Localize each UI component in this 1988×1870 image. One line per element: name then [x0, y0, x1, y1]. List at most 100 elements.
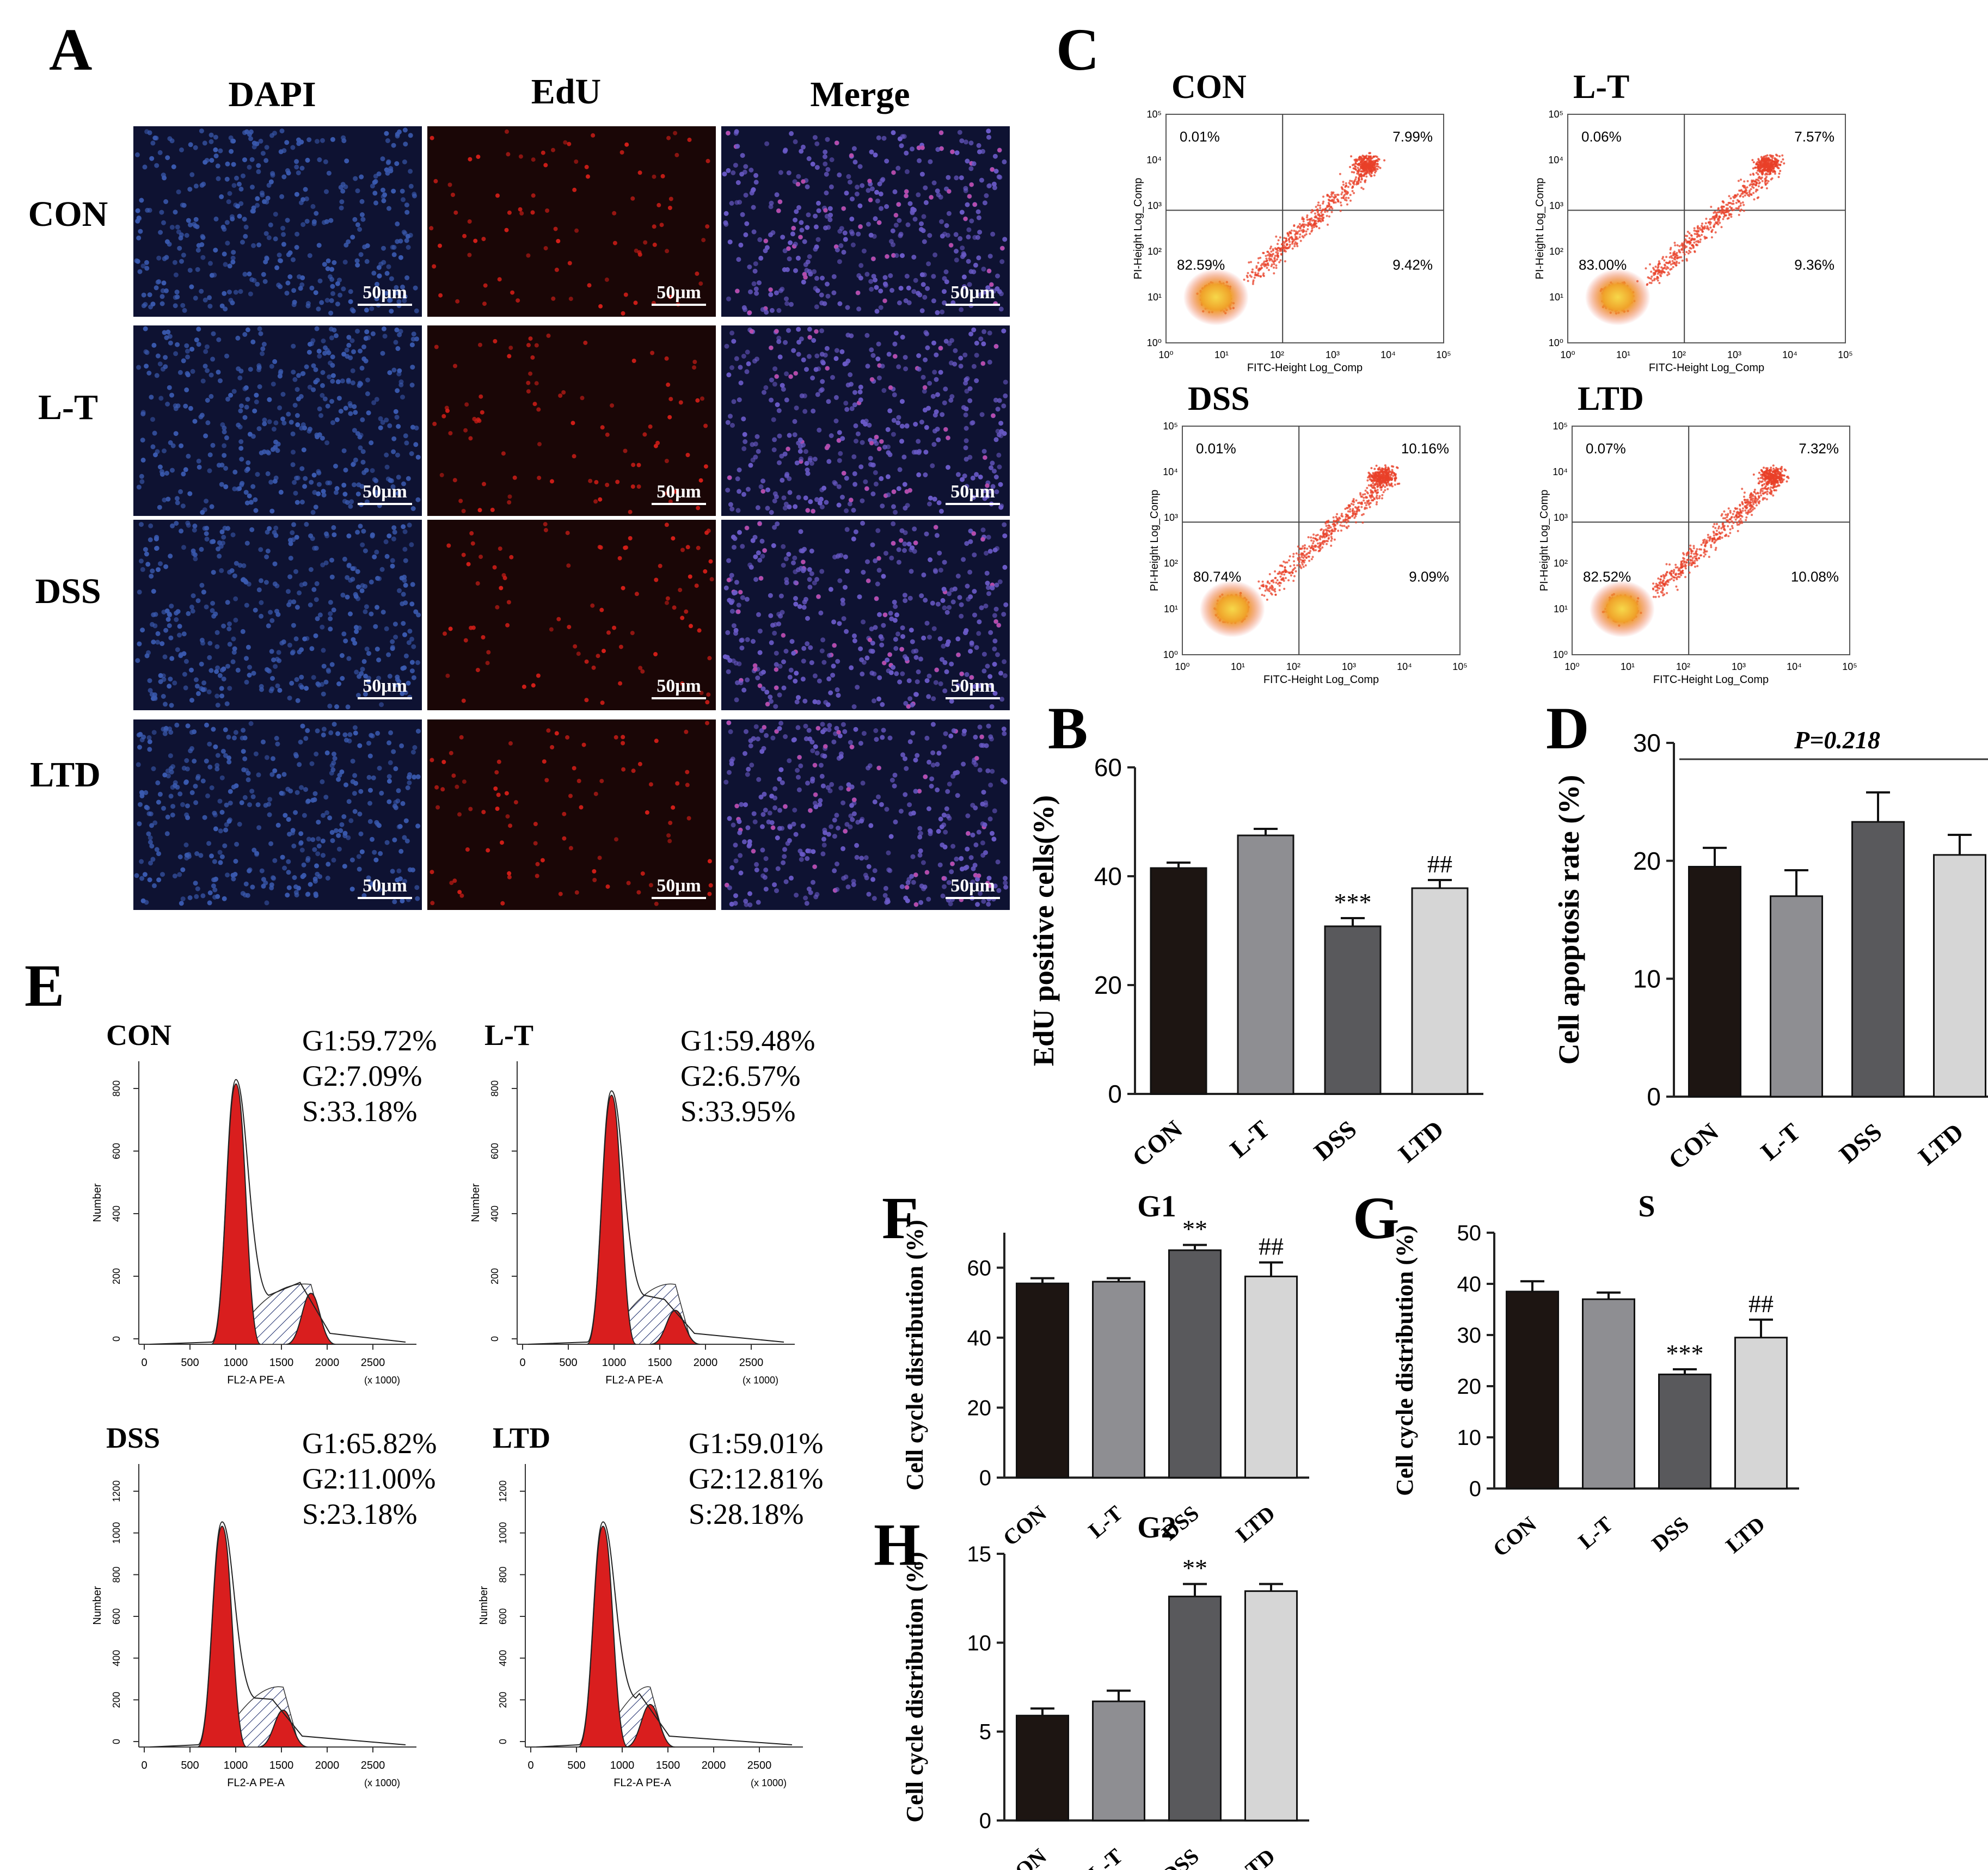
- micrograph-nuclei: [429, 129, 710, 316]
- histogram-x-tick: 2000: [694, 1357, 718, 1369]
- histogram-con: CON G1:59.72%G2:7.09%S:33.18% 0 500 1000 1500…: [91, 1019, 437, 1386]
- histogram-y-tick: 0: [111, 1336, 122, 1342]
- histogram-x-label: FL2-A PE-A: [605, 1374, 663, 1386]
- x-tick-label: DSS: [1157, 1843, 1204, 1870]
- cell-cycle-histograms: CON G1:59.72%G2:7.09%S:33.18% 0 500 1000 1500…: [91, 1019, 823, 1789]
- flow-x-tick: 10⁵: [1842, 661, 1857, 672]
- micrograph-nuclei: [134, 721, 421, 906]
- panel-letter: F: [882, 1185, 918, 1251]
- y-tick-label: 10: [1457, 1426, 1482, 1450]
- bar-chart-f: F G1 0 20 40 60 Cell cycle distribution (%) CON…: [882, 1185, 1309, 1551]
- scale-bar-label: 50μm: [656, 282, 701, 303]
- flow-y-tick: 10⁵: [1147, 109, 1162, 120]
- scale-bar-label: 50μm: [950, 482, 995, 502]
- quadrant-lower-right: 9.42%: [1392, 257, 1433, 273]
- flow-x-label: FITC-Height Log_Comp: [1247, 362, 1363, 374]
- histogram-x-tick: 2500: [361, 1357, 385, 1369]
- y-tick-label: 40: [1094, 862, 1122, 890]
- quadrant-upper-left: 0.07%: [1586, 440, 1626, 457]
- bar-con: [1506, 1290, 1559, 1490]
- flow-x-tick: 10⁰: [1175, 661, 1189, 672]
- flow-x-tick: 10⁴: [1787, 661, 1802, 672]
- bar-lt: [1582, 1298, 1635, 1490]
- histogram-x-tick: 1500: [269, 1760, 294, 1771]
- bar-chart-title: S: [1638, 1190, 1655, 1223]
- histogram-dss: DSS G1:65.82%G2:11.00%S:23.18% 0 500 1000 150…: [91, 1422, 437, 1789]
- flow-y-tick: 10⁴: [1553, 466, 1568, 477]
- histogram-y-tick: 600: [489, 1143, 500, 1159]
- row-label-dss: DSS: [35, 571, 101, 611]
- flow-x-tick: 10¹: [1616, 349, 1630, 360]
- micrograph-dss-merge: 50μm: [721, 520, 1010, 710]
- flow-x-tick: 10¹: [1231, 661, 1245, 672]
- flow-x-tick: 10⁵: [1838, 349, 1852, 360]
- quadrant-upper-left: 0.01%: [1196, 440, 1236, 457]
- histogram-y-tick: 200: [498, 1691, 508, 1708]
- histogram-y-tick: 1200: [498, 1480, 508, 1502]
- flow-y-tick: 10⁰: [1549, 337, 1563, 348]
- y-tick-label: 10: [1633, 964, 1661, 993]
- histogram-g1-value: G1:59.01%: [689, 1427, 823, 1460]
- flow-x-tick: 10⁰: [1564, 661, 1579, 672]
- y-tick-label: 50: [1457, 1221, 1482, 1245]
- flow-y-tick: 10²: [1549, 246, 1563, 257]
- flow-x-tick: 10³: [1342, 661, 1356, 672]
- micrograph-dss-edu: 50μm: [427, 520, 716, 710]
- flow-density-core: [1585, 269, 1650, 325]
- col-label-merge: Merge: [810, 75, 910, 114]
- bar-lt: [1092, 1281, 1145, 1479]
- flow-y-tick: 10¹: [1164, 604, 1178, 614]
- micrograph-con-merge: 50μm: [721, 126, 1010, 317]
- y-tick-label: 40: [1457, 1272, 1482, 1296]
- micrograph-con-edu: 50μm: [427, 126, 716, 317]
- histogram-x-tick: 2500: [739, 1357, 764, 1369]
- flow-plot-title: DSS: [1188, 380, 1250, 417]
- x-tick-label: L-T: [1084, 1843, 1127, 1870]
- flow-y-tick: 10³: [1549, 200, 1563, 211]
- histogram-g1-value: G1:65.82%: [302, 1427, 437, 1460]
- g2-peak: [651, 1309, 700, 1345]
- histogram-g2-value: G2:6.57%: [680, 1060, 800, 1092]
- histogram-x-tick: 500: [181, 1760, 199, 1771]
- panel-letter: B: [1048, 695, 1088, 761]
- micrograph-nuclei: [134, 127, 419, 316]
- panel-e-letter: E: [24, 952, 64, 1019]
- micrograph-nuclei: [432, 333, 708, 514]
- y-tick-label: 10: [967, 1631, 992, 1655]
- flow-plot-title: L-T: [1573, 69, 1629, 106]
- histogram-y-tick: 400: [489, 1205, 500, 1222]
- y-tick-label: 60: [967, 1256, 992, 1280]
- micrograph-grid: 50μm 50μm 50μm 50μm 50μm 50μm 50μm 50μm 50μm 50μm…: [133, 126, 1010, 910]
- flow-y-label: PI-Height Log_Comp: [1534, 178, 1546, 280]
- quadrant-upper-right: 7.99%: [1392, 128, 1433, 145]
- significance-mark: **: [1182, 1554, 1207, 1582]
- y-tick-label: 5: [979, 1720, 991, 1744]
- flow-x-tick: 10²: [1270, 349, 1284, 360]
- scale-bar-label: 50μm: [656, 876, 701, 896]
- bar-con: [1688, 866, 1741, 1098]
- histogram-s-value: S:33.95%: [680, 1095, 796, 1128]
- histogram-envelope: [149, 1079, 406, 1345]
- flow-x-tick: 10³: [1727, 349, 1741, 360]
- scale-bar-label: 50μm: [363, 676, 407, 696]
- flow-y-label: PI-Height Log_Comp: [1538, 490, 1550, 592]
- histogram-y-tick: 600: [111, 1143, 122, 1159]
- x-tick-label: CON: [1663, 1118, 1723, 1175]
- histogram-g1-value: G1:59.48%: [680, 1024, 815, 1057]
- y-tick-label: 20: [1633, 847, 1661, 875]
- y-axis-label: Cell apoptosis rate (%): [1553, 775, 1585, 1065]
- histogram-s-value: S:28.18%: [689, 1498, 804, 1530]
- row-label-ltd: LTD: [30, 755, 101, 795]
- histogram-x-tick: 1000: [602, 1357, 627, 1369]
- bar-con: [1016, 1714, 1069, 1822]
- flow-y-tick: 10⁴: [1548, 155, 1563, 165]
- x-tick-label: DSS: [1647, 1511, 1694, 1556]
- y-axis-label: EdU positive cells(%): [1027, 795, 1060, 1066]
- micrograph-dss-dapi: 50μm: [133, 520, 422, 710]
- bar-dss: [1324, 925, 1382, 1095]
- x-tick-label: CON: [1488, 1511, 1541, 1561]
- micrograph-nuclei: [724, 327, 1008, 515]
- flow-density-core: [1589, 581, 1655, 637]
- p-value-label: P=0.218: [1794, 726, 1880, 754]
